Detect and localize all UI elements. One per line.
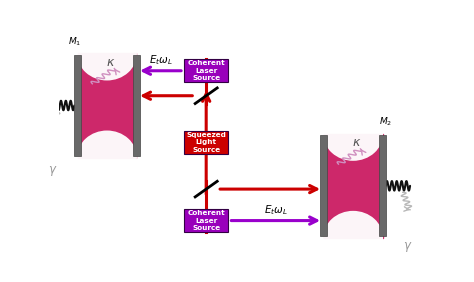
Bar	[320, 135, 327, 236]
Polygon shape	[78, 53, 137, 158]
Text: Coherent
Laser
Source: Coherent Laser Source	[187, 210, 225, 231]
Ellipse shape	[323, 107, 383, 161]
FancyBboxPatch shape	[184, 209, 228, 232]
FancyBboxPatch shape	[184, 131, 228, 154]
Ellipse shape	[77, 131, 137, 185]
Text: $M_1$: $M_1$	[68, 35, 81, 48]
Bar	[74, 55, 81, 156]
Bar	[379, 135, 386, 236]
Polygon shape	[324, 134, 383, 238]
Text: $\kappa$: $\kappa$	[106, 56, 115, 69]
Text: $\gamma$: $\gamma$	[403, 240, 412, 254]
Text: $E_t\omega_L$: $E_t\omega_L$	[149, 53, 173, 67]
Text: Coherent
Laser
Source: Coherent Laser Source	[187, 60, 225, 81]
Text: $\gamma$: $\gamma$	[48, 164, 58, 178]
Text: $\kappa$: $\kappa$	[352, 136, 362, 149]
Ellipse shape	[77, 26, 137, 80]
Ellipse shape	[323, 211, 383, 265]
Bar	[133, 55, 140, 156]
FancyBboxPatch shape	[184, 59, 228, 82]
Text: $M_2$: $M_2$	[379, 115, 392, 128]
Text: $E_t\omega_L$: $E_t\omega_L$	[264, 203, 288, 217]
Text: Squeezed
Light
Source: Squeezed Light Source	[186, 132, 226, 153]
